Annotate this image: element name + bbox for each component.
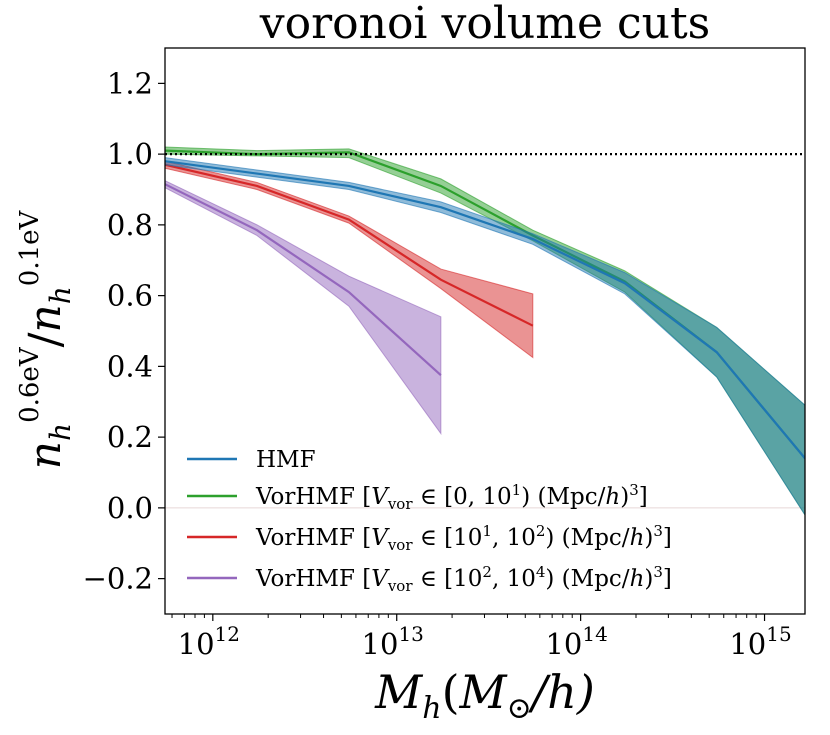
xlabel-sub: h <box>422 691 441 726</box>
ylabel-sub1: h <box>44 423 77 441</box>
xlabel-msun: M <box>459 665 509 719</box>
y-tick-label-3: 0.4 <box>107 349 153 383</box>
y-axis: −0.2 0.0 0.2 0.4 0.6 0.8 1.0 1.2 <box>83 66 165 596</box>
x-axis: 1012 1013 1014 1015 <box>171 614 792 661</box>
xlabel-slash: /h) <box>528 665 595 719</box>
xlabel-m: M <box>374 665 424 719</box>
legend-label-vorhmf-1-2: VorHMF [Vvor ∈ [101, 102) (Mpc/h)3] <box>255 522 672 554</box>
y-tick-label-4: 0.6 <box>107 279 153 313</box>
legend-label-vorhmf-0-1: VorHMF [Vvor ∈ [0, 101) (Mpc/h)3] <box>255 481 648 513</box>
x-tick-label-3: 1015 <box>729 622 791 661</box>
plot-frame <box>164 47 806 615</box>
ylabel-n2: n <box>20 304 71 332</box>
x-axis-label: Mh(M⊙/h) <box>374 665 595 726</box>
y-tick-label-7: 1.2 <box>107 66 153 100</box>
x-tick-label-2: 1014 <box>545 622 607 661</box>
ylabel-n1: n <box>20 441 71 469</box>
legend: HMF VorHMF [Vvor ∈ [0, 101) (Mpc/h)3] Vo… <box>187 447 672 595</box>
ylabel-sup2: 0.1eV <box>15 209 45 286</box>
line-series-0 <box>165 160 805 460</box>
xlabel-sun-sub: ⊙ <box>507 691 532 726</box>
y-tick-label-2: 0.2 <box>107 420 153 454</box>
ylabel-sup1: 0.6eV <box>15 346 45 423</box>
y-tick-label-1: 0.0 <box>107 491 153 525</box>
y-tick-label-6: 1.0 <box>107 137 153 171</box>
chart-title: voronoi volume cuts <box>259 0 711 49</box>
band-series-0 <box>165 157 805 516</box>
x-tick-label-0: 1012 <box>178 622 240 661</box>
y-tick-label-5: 0.8 <box>107 208 153 242</box>
band-series-3 <box>165 180 442 436</box>
ylabel-sub2: h <box>44 286 77 304</box>
legend-label-vorhmf-2-4: VorHMF [Vvor ∈ [102, 104) (Mpc/h)3] <box>255 563 672 595</box>
svg-text:nh0.6eV/nh0.1eV: nh0.6eV/nh0.1eV <box>15 209 77 469</box>
ylabel-slash: / <box>20 332 71 347</box>
line-series-3 <box>165 183 442 377</box>
xlabel-open: ( <box>442 665 460 719</box>
y-axis-label: nh0.6eV/nh0.1eV <box>15 209 77 469</box>
plot-area <box>165 146 805 516</box>
band-series-2 <box>165 160 534 359</box>
y-tick-label-0: −0.2 <box>83 562 153 596</box>
x-tick-label-1: 1013 <box>362 622 424 661</box>
legend-label-hmf: HMF <box>256 447 316 473</box>
